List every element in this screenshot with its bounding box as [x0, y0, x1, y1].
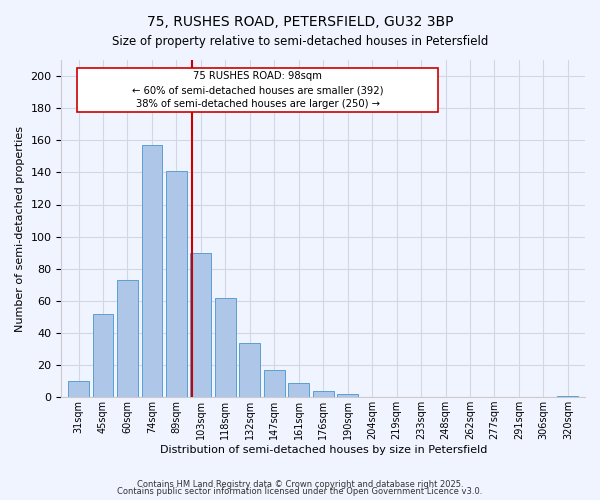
Bar — [313, 390, 334, 397]
Bar — [337, 394, 358, 397]
Bar — [142, 145, 163, 397]
Bar — [92, 314, 113, 397]
Bar — [117, 280, 138, 397]
Y-axis label: Number of semi-detached properties: Number of semi-detached properties — [15, 126, 25, 332]
Bar — [289, 382, 309, 397]
Bar — [190, 252, 211, 397]
Text: Contains public sector information licensed under the Open Government Licence v3: Contains public sector information licen… — [118, 488, 482, 496]
Bar — [239, 342, 260, 397]
Text: Size of property relative to semi-detached houses in Petersfield: Size of property relative to semi-detach… — [112, 35, 488, 48]
Bar — [166, 171, 187, 397]
FancyBboxPatch shape — [77, 68, 439, 112]
Bar — [557, 396, 578, 397]
Text: 75 RUSHES ROAD: 98sqm
← 60% of semi-detached houses are smaller (392)
38% of sem: 75 RUSHES ROAD: 98sqm ← 60% of semi-deta… — [132, 72, 383, 110]
Bar — [264, 370, 284, 397]
Bar — [68, 381, 89, 397]
Bar — [215, 298, 236, 397]
X-axis label: Distribution of semi-detached houses by size in Petersfield: Distribution of semi-detached houses by … — [160, 445, 487, 455]
Text: 75, RUSHES ROAD, PETERSFIELD, GU32 3BP: 75, RUSHES ROAD, PETERSFIELD, GU32 3BP — [147, 15, 453, 29]
Text: Contains HM Land Registry data © Crown copyright and database right 2025.: Contains HM Land Registry data © Crown c… — [137, 480, 463, 489]
